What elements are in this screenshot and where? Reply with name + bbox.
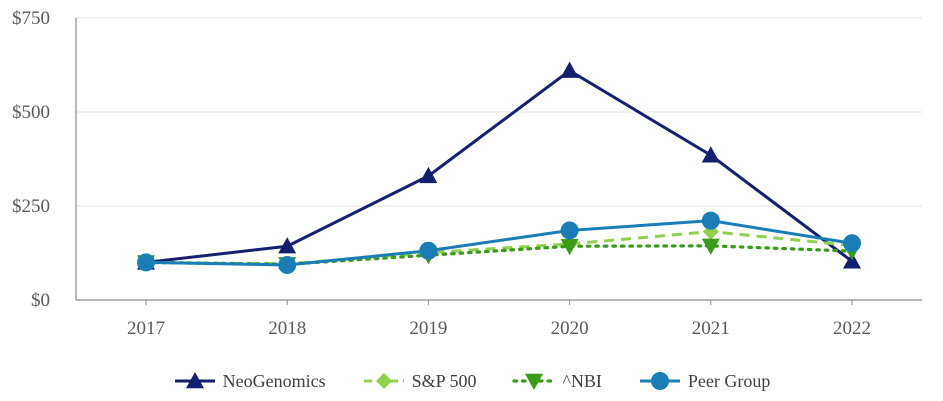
data-point — [560, 61, 579, 78]
data-point — [278, 237, 297, 254]
x-tick-label: 2021 — [692, 318, 730, 339]
legend-marker — [650, 372, 669, 390]
legend-marker — [525, 373, 544, 390]
data-point — [560, 239, 579, 256]
legend-label: S&P 500 — [411, 370, 477, 391]
x-tick-label: 2022 — [833, 318, 871, 339]
data-point — [560, 221, 579, 240]
data-point — [701, 146, 720, 163]
legend-swatch — [363, 373, 404, 389]
y-tick-label: $0 — [31, 290, 50, 311]
data-point — [278, 256, 297, 275]
data-point — [137, 253, 155, 272]
series-layer — [137, 61, 861, 275]
line-chart: $0 $250 $500 $750 2017 2018 2019 2020 2021 2022 — [12, 8, 922, 339]
series-line — [144, 244, 854, 266]
legend-item: S&P 500 — [362, 369, 477, 393]
series-peer-group — [137, 211, 861, 275]
legend-swatch — [639, 372, 680, 390]
x-tick-label: 2018 — [268, 318, 306, 339]
series-line — [145, 68, 853, 264]
legend-label: NeoGenomics — [222, 370, 326, 391]
y-tick-label: $750 — [12, 8, 50, 29]
series-line — [145, 219, 853, 267]
data-point — [419, 166, 438, 184]
y-tick-labels: $0 $250 $500 $750 — [12, 8, 50, 311]
legend-item: Peer Group — [638, 369, 770, 393]
x-tick-labels: 2017 2018 2019 2020 2021 2022 — [127, 300, 871, 339]
x-tick-label: 2019 — [409, 318, 447, 339]
x-tick-label: 2020 — [551, 318, 589, 339]
data-point — [843, 234, 861, 253]
x-tick-label: 2017 — [127, 318, 165, 339]
data-point — [419, 241, 438, 260]
series-line — [145, 230, 853, 266]
axes — [75, 18, 922, 301]
y-tick-label: $500 — [12, 102, 50, 123]
legend-marker — [185, 372, 204, 389]
legend-item: NeoGenomics — [173, 369, 326, 393]
series-neogenomics — [137, 61, 861, 270]
y-tick-label: $250 — [12, 196, 50, 217]
series--nbi — [137, 238, 861, 274]
legend: NeoGenomics S&P 500 ^NBI Peer Group — [0, 364, 943, 398]
data-point — [701, 211, 720, 230]
legend-marker — [375, 373, 392, 389]
legend-label: Peer Group — [687, 370, 771, 391]
legend-item: ^NBI — [512, 369, 602, 393]
legend-label: ^NBI — [562, 370, 602, 391]
gridlines — [76, 17, 922, 207]
legend-swatch — [512, 373, 557, 390]
legend-swatch — [174, 372, 215, 389]
data-point — [701, 238, 720, 255]
data-point — [843, 252, 861, 269]
